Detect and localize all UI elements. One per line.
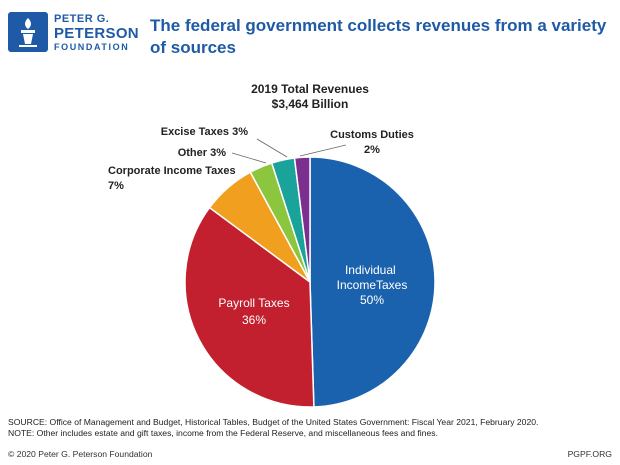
other-note: NOTE: Other includes estate and gift tax… [8,428,438,438]
slice-label-corporate-income-taxes: Corporate Income Taxes [108,165,236,177]
pie-slice-customs-duties [293,156,311,283]
footer-bottom: © 2020 Peter G. Peterson Foundation PGPF… [8,449,612,459]
footer-notes: SOURCE: Office of Management and Budget,… [8,417,608,439]
slice-label-excise-taxes: Excise Taxes 3% [161,126,248,138]
slice-label-other-name: Other [178,147,208,159]
leader-customs [299,144,347,157]
pie-slice-payroll-taxes [184,206,315,408]
pie-slices [184,156,436,408]
chart-title: 2019 Total Revenues [251,82,369,96]
slice-label-individual-income-taxes: Individual IncomeTaxes [337,263,408,292]
slice-pct-other: 3% [210,147,226,159]
slice-label-payroll-taxes: Payroll Taxes [218,296,289,310]
leader-lines [231,138,347,164]
slice-label-customs-duties: Customs Duties [330,129,414,141]
slice-pct-excise: 3% [232,126,248,138]
pie-slice-individual-incometaxes [309,156,436,408]
chart-subtitle: $3,464 Billion [272,97,349,111]
slice-pct-individual-income-taxes: 50% [360,293,384,307]
logo-text-line1: PETER G. [54,13,110,25]
slice-label-other: Other 3% [178,147,227,159]
slice-pct-payroll-taxes: 36% [242,313,266,327]
page-title: The federal government collects revenues… [150,16,607,57]
logo-text-line2: PETERSON [54,25,139,42]
source-note: SOURCE: Office of Management and Budget,… [8,417,539,427]
slice-pct-customs-duties: 2% [364,144,380,156]
leader-excise [256,138,288,158]
slice-label-excise-name: Excise Taxes [161,126,229,138]
slice-pct-corporate-income-taxes: 7% [108,180,124,192]
foundation-logo: PETER G. PETERSON FOUNDATION [8,12,139,64]
logo-text-line3: FOUNDATION [54,42,130,52]
leader-other [231,152,267,164]
copyright: © 2020 Peter G. Peterson Foundation [8,449,153,459]
torch-logo-icon [8,12,48,52]
website-link[interactable]: PGPF.ORG [567,449,612,459]
